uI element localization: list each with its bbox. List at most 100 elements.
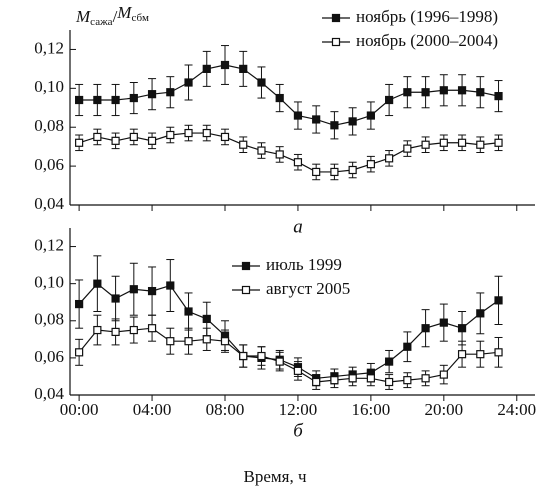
marker — [348, 374, 357, 383]
series-line — [79, 64, 499, 126]
x-tick-label: 08:00 — [206, 400, 245, 419]
marker — [494, 348, 503, 357]
series-line — [78, 327, 499, 383]
marker — [421, 374, 430, 383]
marker — [111, 95, 120, 105]
x-tick-label: 20:00 — [424, 400, 463, 419]
marker — [202, 64, 211, 73]
marker — [147, 286, 157, 296]
marker — [457, 86, 467, 95]
marker — [293, 158, 303, 167]
x-tick-label: 16:00 — [352, 400, 391, 419]
y-tick-label: 0,12 — [34, 38, 64, 57]
marker — [366, 111, 375, 120]
marker — [439, 138, 448, 147]
legend-label: август 2005 — [266, 279, 350, 298]
marker — [257, 78, 266, 87]
x-tick-label: 12:00 — [279, 400, 318, 419]
marker — [129, 93, 138, 103]
marker — [439, 86, 448, 95]
marker — [147, 136, 157, 145]
marker — [257, 146, 266, 155]
marker — [385, 377, 394, 387]
x-tick-label: 24:00 — [497, 400, 536, 419]
y-label-part: сбм — [131, 12, 149, 24]
marker — [147, 90, 157, 99]
marker — [202, 335, 211, 344]
legend-label: ноябрь (2000–2004) — [356, 31, 498, 50]
marker — [439, 318, 448, 327]
y-tick-label: 0,08 — [34, 116, 64, 135]
y-tick-label: 0,04 — [34, 194, 64, 213]
legend-label: ноябрь (1996–1998) — [356, 7, 498, 26]
marker — [75, 138, 84, 147]
marker — [111, 136, 120, 145]
marker — [494, 296, 503, 305]
y-label-part: M — [116, 3, 132, 22]
marker — [166, 337, 175, 346]
marker — [184, 307, 193, 316]
marker — [257, 351, 266, 361]
marker — [166, 130, 175, 140]
marker — [330, 376, 339, 385]
panel-label: б — [293, 420, 304, 441]
x-axis-label: Время, ч — [243, 467, 306, 486]
y-axis-label: Mсажа/Mсбм — [75, 3, 149, 28]
marker — [385, 357, 394, 366]
y-tick-label: 0,08 — [34, 310, 64, 329]
marker — [457, 350, 467, 359]
y-tick-label: 0,06 — [34, 347, 64, 366]
marker — [312, 377, 321, 387]
marker — [348, 117, 357, 126]
marker — [220, 132, 230, 142]
y-tick-label: 0,10 — [34, 77, 64, 96]
marker — [239, 140, 248, 149]
marker — [439, 370, 448, 379]
x-tick-label: 04:00 — [133, 400, 172, 419]
marker — [312, 115, 321, 124]
marker — [184, 337, 193, 346]
marker — [75, 299, 84, 309]
marker — [457, 138, 467, 147]
marker — [312, 167, 321, 177]
y-tick-label: 0,12 — [34, 235, 64, 254]
marker — [293, 111, 303, 120]
marker — [93, 132, 102, 142]
marker — [220, 60, 230, 70]
marker — [421, 88, 430, 97]
legend-label: июль 1999 — [266, 255, 342, 274]
marker — [421, 324, 430, 333]
marker — [202, 128, 211, 138]
y-tick-label: 0,10 — [34, 273, 64, 292]
x-tick-label: 00:00 — [60, 400, 99, 419]
marker — [403, 88, 412, 97]
panel-label: а — [293, 216, 303, 237]
marker — [348, 165, 357, 175]
marker — [239, 64, 248, 73]
marker — [166, 88, 175, 97]
marker — [476, 140, 485, 149]
marker — [129, 285, 138, 294]
marker — [184, 128, 193, 138]
marker — [494, 92, 503, 101]
marker — [331, 13, 341, 23]
marker — [220, 337, 230, 346]
y-label-part: M — [75, 7, 91, 26]
marker — [385, 95, 394, 105]
marker — [93, 95, 102, 105]
marker — [494, 138, 503, 147]
marker — [241, 261, 251, 271]
marker — [366, 374, 375, 383]
marker — [166, 281, 175, 290]
y-label-part: сажа — [90, 16, 112, 28]
marker — [403, 342, 412, 351]
marker — [476, 88, 485, 97]
marker — [275, 93, 284, 103]
marker — [385, 154, 394, 163]
marker — [330, 167, 339, 177]
marker — [202, 314, 211, 324]
marker — [129, 132, 138, 142]
marker — [293, 366, 303, 375]
marker — [93, 325, 102, 335]
marker — [457, 324, 467, 333]
